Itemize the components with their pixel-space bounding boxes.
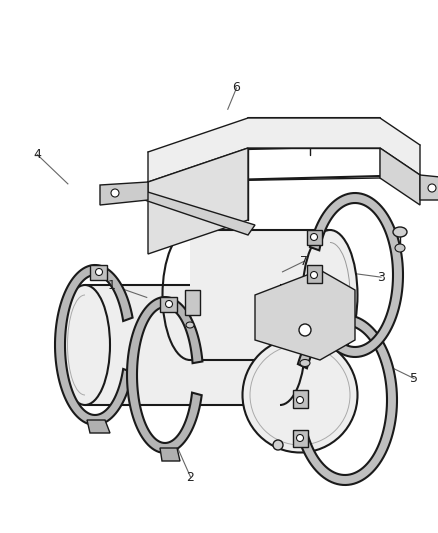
- Polygon shape: [148, 118, 420, 182]
- Polygon shape: [148, 148, 248, 254]
- Ellipse shape: [300, 359, 310, 367]
- Text: 2: 2: [187, 471, 194, 483]
- Polygon shape: [307, 230, 322, 245]
- Ellipse shape: [111, 189, 119, 197]
- Text: 5: 5: [410, 372, 418, 385]
- Polygon shape: [115, 185, 255, 235]
- Ellipse shape: [428, 184, 436, 192]
- Polygon shape: [190, 230, 330, 360]
- Polygon shape: [160, 448, 180, 461]
- Polygon shape: [127, 297, 202, 453]
- Polygon shape: [85, 285, 280, 405]
- Ellipse shape: [273, 440, 283, 450]
- Polygon shape: [380, 148, 420, 205]
- Ellipse shape: [297, 434, 304, 441]
- Polygon shape: [307, 265, 322, 283]
- Ellipse shape: [60, 285, 110, 405]
- Polygon shape: [100, 182, 148, 205]
- Ellipse shape: [395, 244, 405, 252]
- Polygon shape: [420, 175, 438, 200]
- Text: 3: 3: [377, 271, 385, 284]
- Polygon shape: [90, 265, 107, 280]
- Polygon shape: [185, 290, 200, 315]
- Ellipse shape: [186, 322, 194, 328]
- Polygon shape: [293, 390, 308, 408]
- Ellipse shape: [297, 397, 304, 403]
- Text: 1: 1: [108, 279, 116, 292]
- Ellipse shape: [393, 227, 407, 237]
- Polygon shape: [310, 193, 403, 357]
- Ellipse shape: [95, 269, 102, 276]
- Ellipse shape: [299, 324, 311, 336]
- Ellipse shape: [166, 301, 173, 308]
- Text: 7: 7: [300, 255, 308, 268]
- Polygon shape: [255, 270, 355, 360]
- Text: 6: 6: [233, 82, 240, 94]
- Text: 4: 4: [33, 148, 41, 161]
- Polygon shape: [55, 265, 133, 425]
- Polygon shape: [293, 430, 308, 447]
- Polygon shape: [87, 420, 110, 433]
- Polygon shape: [160, 297, 177, 312]
- Polygon shape: [298, 315, 397, 485]
- Ellipse shape: [303, 230, 357, 360]
- Ellipse shape: [311, 271, 318, 279]
- Ellipse shape: [243, 337, 357, 453]
- Ellipse shape: [311, 233, 318, 240]
